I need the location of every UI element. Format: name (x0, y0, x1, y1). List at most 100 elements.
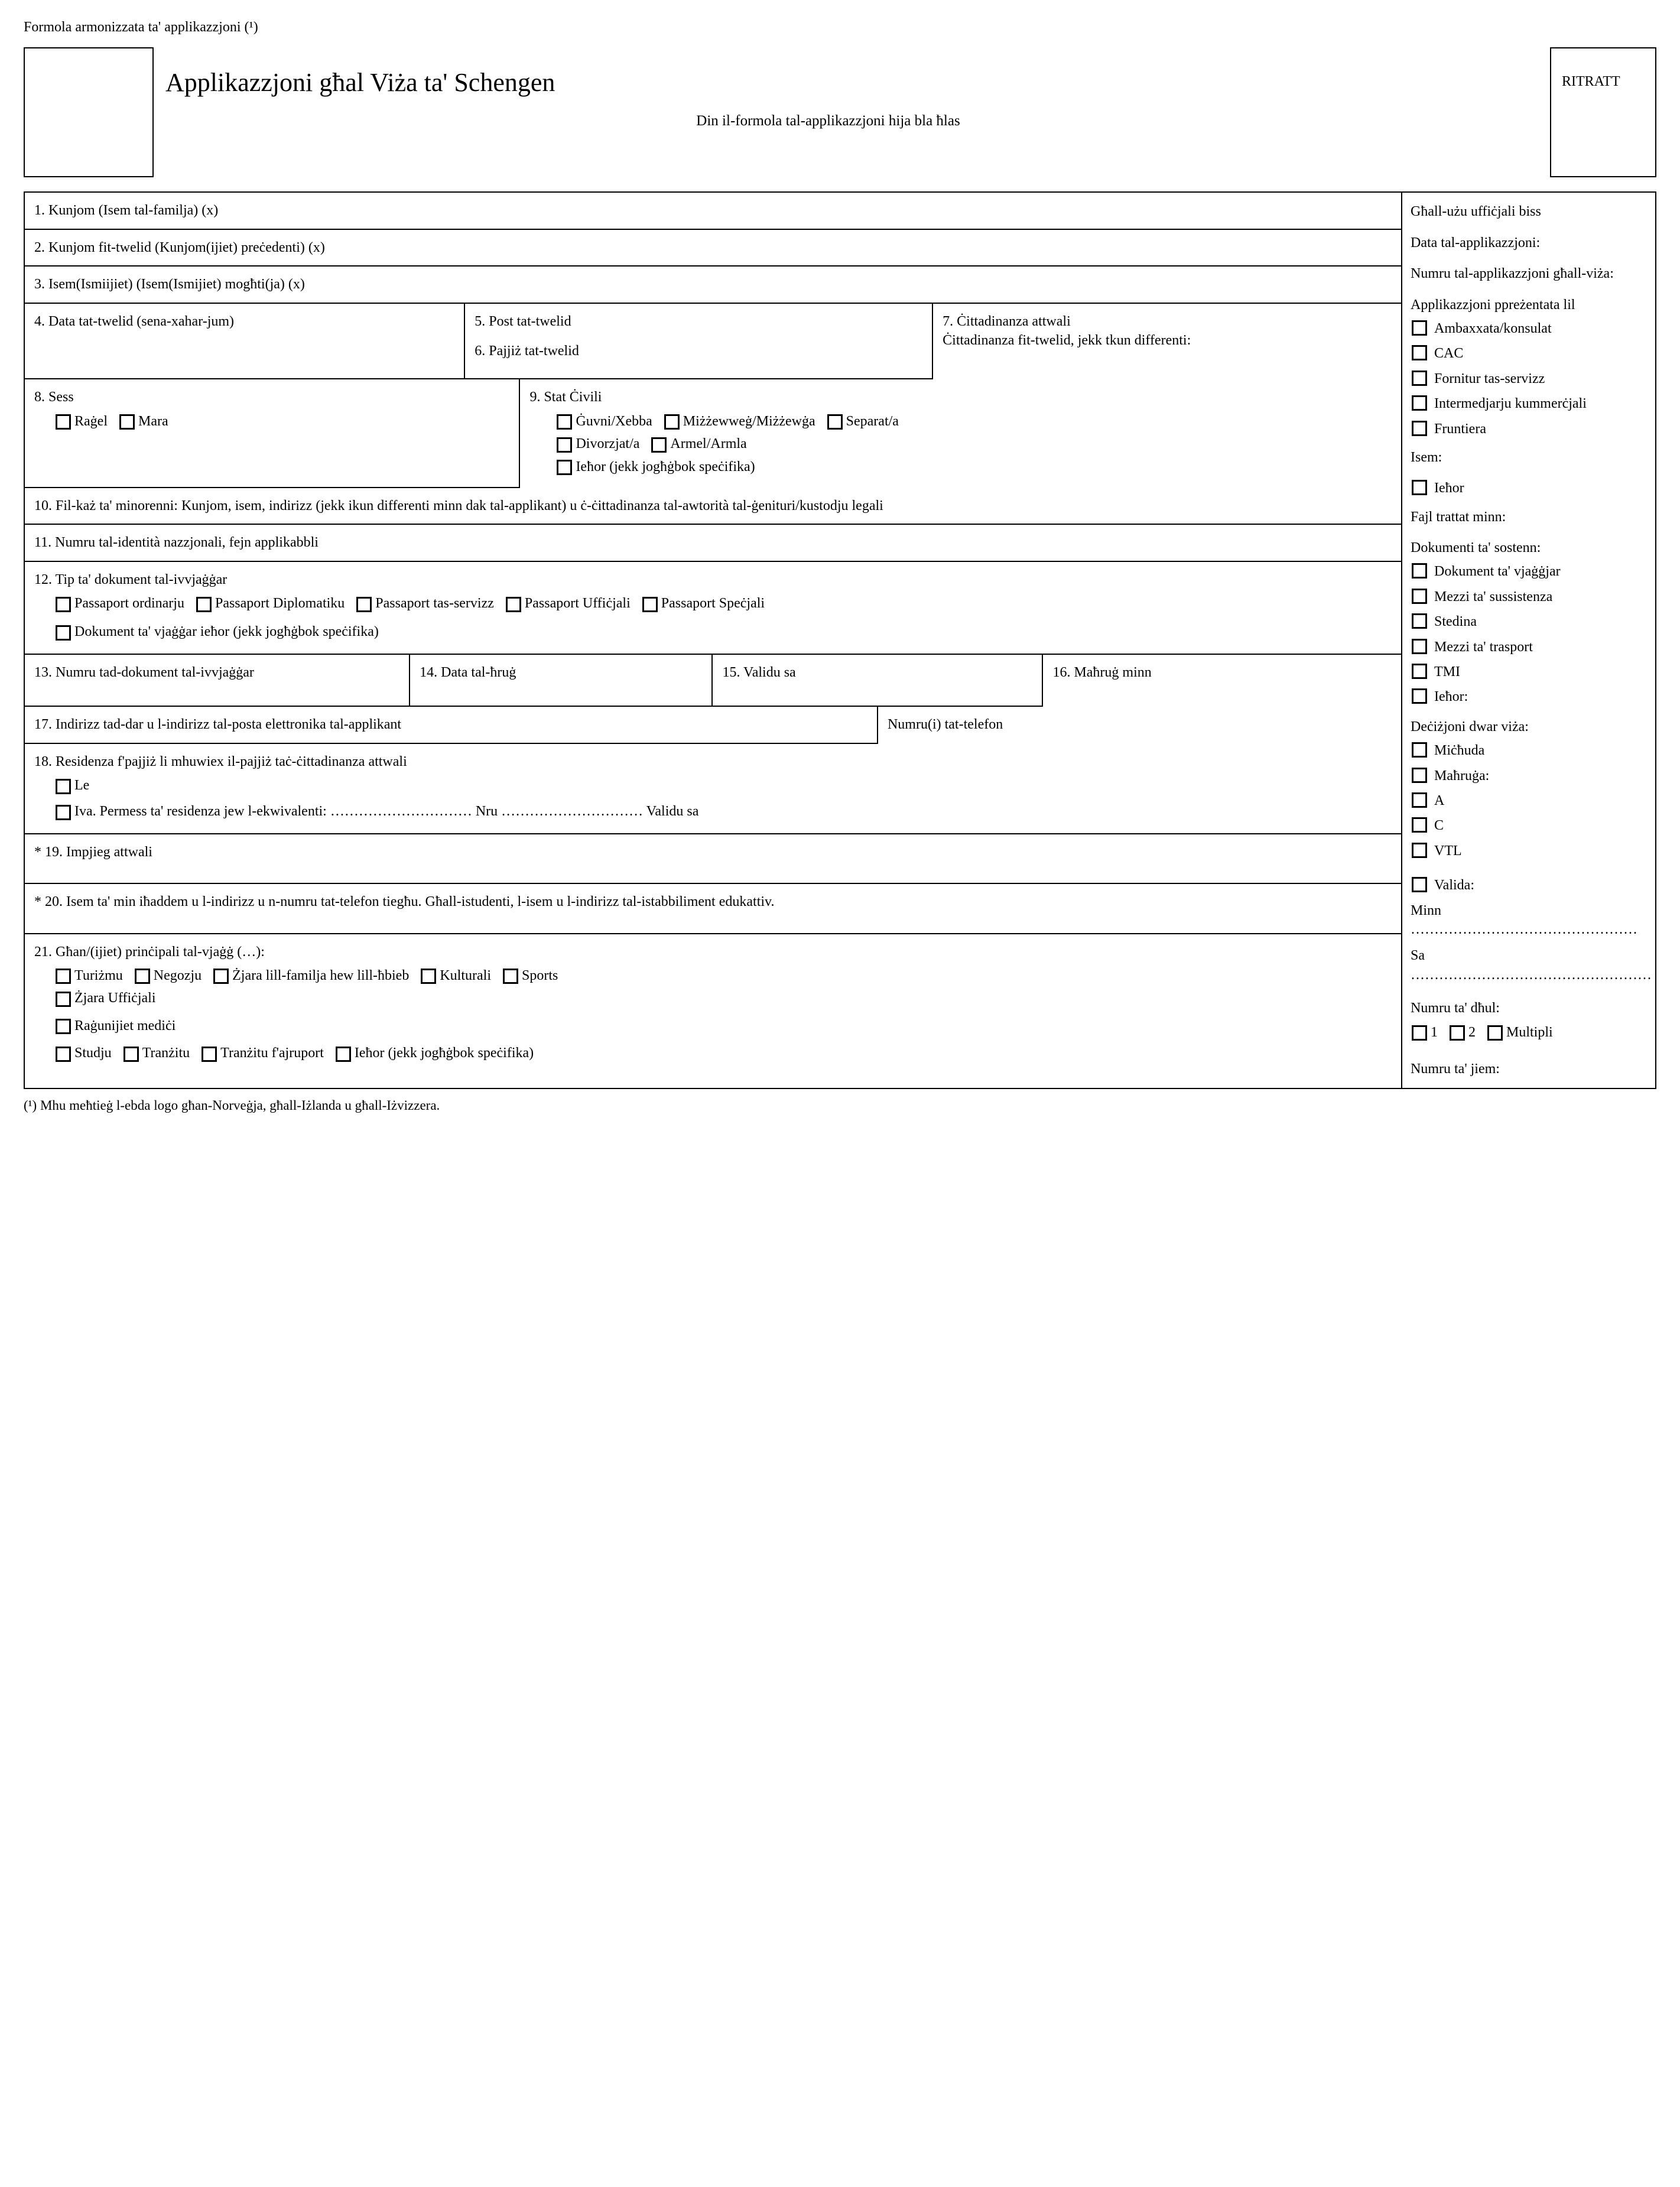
title-block: Applikazzjoni għal Viża ta' Schengen Din… (165, 47, 1538, 131)
purpose-medical[interactable]: Raġunijiet mediċi (54, 1016, 176, 1035)
field-20[interactable]: * 20. Isem ta' min iħaddem u l-indirizz … (25, 884, 1401, 934)
dec-vtl[interactable]: VTL (1411, 841, 1647, 860)
entries-multi[interactable]: Multipli (1486, 1023, 1553, 1042)
field-14[interactable]: 14. Data tal-ħruġ (410, 655, 713, 707)
checkbox-icon (1412, 664, 1427, 679)
field-10[interactable]: 10. Fil-każ ta' minorenni: Kunjom, isem,… (25, 488, 1401, 525)
lodged-embassy[interactable]: Ambaxxata/konsulat (1411, 319, 1647, 338)
field-5-6[interactable]: 5. Post tat-twelid 6. Pajjiż tat-twelid (465, 304, 933, 380)
field-4-label: 4. Data tat-twelid (sena-xahar-jum) (34, 314, 234, 329)
dec-valid[interactable]: Valida: (1411, 876, 1647, 895)
checkbox-icon (827, 414, 843, 430)
purpose-official[interactable]: Żjara Uffiċjali (54, 989, 155, 1008)
residence-no[interactable]: Le (54, 776, 89, 795)
lodged-other[interactable]: Ieħor (1411, 479, 1647, 498)
field-4[interactable]: 4. Data tat-twelid (sena-xahar-jum) (25, 304, 465, 380)
dec-issued[interactable]: Maħruġa: (1411, 766, 1647, 785)
purpose-cultural[interactable]: Kulturali (420, 966, 491, 985)
field-17-phone[interactable]: Numru(i) tat-telefon (878, 707, 1401, 743)
field-17[interactable]: 17. Indirizz tad-dar u l-indirizz tal-po… (25, 707, 878, 743)
valid-until: Sa …………………………………………… (1411, 946, 1647, 984)
sup-tmi[interactable]: TMI (1411, 662, 1647, 681)
field-16-label: 16. Maħruġ minn (1052, 665, 1151, 680)
checkbox-icon (1412, 639, 1427, 654)
checkbox-icon (1412, 817, 1427, 833)
checkbox-icon (56, 805, 71, 820)
civil-widowed[interactable]: Armel/Armla (650, 434, 746, 453)
lodged-border[interactable]: Fruntiera (1411, 420, 1647, 438)
field-16[interactable]: 16. Maħruġ minn (1043, 655, 1401, 707)
field-12: 12. Tip ta' dokument tal-ivvjaġġar Passa… (25, 562, 1401, 655)
decision-label: Deċiżjoni dwar viża: (1411, 717, 1647, 736)
checkbox-icon (196, 597, 212, 612)
dec-refused[interactable]: Miċħuda (1411, 741, 1647, 760)
field-15[interactable]: 15. Validu sa (713, 655, 1043, 707)
doc-service[interactable]: Passaport tas-servizz (355, 594, 494, 613)
civil-divorced[interactable]: Divorzjat/a (555, 434, 639, 453)
valid-from: Minn ………………………………………… (1411, 901, 1647, 940)
checkbox-icon (557, 437, 572, 453)
civil-separated[interactable]: Separat/a (826, 412, 899, 431)
purpose-airport[interactable]: Tranżitu f'ajruport (200, 1044, 324, 1062)
field-9-label: 9. Stat Ċivili (529, 388, 1392, 407)
checkbox-icon (1412, 421, 1427, 436)
civil-other[interactable]: Ieħor (jekk jogħġbok speċifika) (555, 457, 755, 476)
lodged-cac[interactable]: CAC (1411, 344, 1647, 363)
form-body: 1. Kunjom (Isem tal-familja) (x) 2. Kunj… (24, 191, 1656, 1089)
checkbox-icon (506, 597, 521, 612)
doc-other[interactable]: Dokument ta' vjaġġar ieħor (jekk jogħġbo… (54, 622, 379, 641)
entries-1[interactable]: 1 (1411, 1023, 1438, 1042)
checkbox-icon (119, 414, 135, 430)
field-15-label: 15. Validu sa (722, 665, 795, 680)
sup-subsistence[interactable]: Mezzi ta' sussistenza (1411, 587, 1647, 606)
dec-a[interactable]: A (1411, 791, 1647, 810)
civil-single[interactable]: Ġuvni/Xebba (555, 412, 652, 431)
field-1[interactable]: 1. Kunjom (Isem tal-familja) (x) (25, 193, 1401, 229)
sup-other[interactable]: Ieħor: (1411, 687, 1647, 706)
entries-2[interactable]: 2 (1448, 1023, 1476, 1042)
field-21: 21. Għan/(ijiet) prinċipali tal-vjaġġ (…… (25, 934, 1401, 1075)
sex-female[interactable]: Mara (118, 412, 168, 431)
doc-official[interactable]: Passaport Uffiċjali (505, 594, 631, 613)
field-3[interactable]: 3. Isem(Ismiijiet) (Isem(Ismijiet) mogħt… (25, 267, 1401, 303)
lodged-intermediary[interactable]: Intermedjarju kummerċjali (1411, 394, 1647, 413)
purpose-study[interactable]: Studju (54, 1044, 112, 1062)
purpose-tourism[interactable]: Turiżmu (54, 966, 123, 985)
lodged-label: Applikazzjoni ppreżentata lil (1411, 295, 1647, 314)
sup-transport[interactable]: Mezzi ta' trasport (1411, 638, 1647, 657)
checkbox-icon (202, 1047, 217, 1062)
field-2[interactable]: 2. Kunjom fit-twelid (Kunjom(ijiet) preċ… (25, 230, 1401, 267)
checkbox-icon (1412, 320, 1427, 336)
purpose-sports[interactable]: Sports (502, 966, 558, 985)
residence-yes[interactable]: Iva. Permess ta' residenza jew l-ekwival… (54, 802, 698, 821)
field-19-label: * 19. Impjieg attwali (34, 844, 152, 860)
field-7[interactable]: 7. Ċittadinanza attwali Ċittadinanza fit… (933, 304, 1401, 380)
purpose-business[interactable]: Negozju (134, 966, 202, 985)
supporting-label: Dokumenti ta' sostenn: (1411, 538, 1647, 557)
field-8-label: 8. Sess (34, 388, 509, 407)
purpose-transit[interactable]: Tranżitu (122, 1044, 190, 1062)
field-5-label: 5. Post tat-twelid (475, 312, 922, 331)
sup-invitation[interactable]: Stedina (1411, 612, 1647, 631)
doc-ordinary[interactable]: Passaport ordinarju (54, 594, 184, 613)
doc-special[interactable]: Passaport Speċjali (641, 594, 765, 613)
lodged-provider[interactable]: Fornitur tas-servizz (1411, 369, 1647, 388)
days-label: Numru ta' jiem: (1411, 1060, 1647, 1078)
field-13[interactable]: 13. Numru tad-dokument tal-ivvjaġġar (25, 655, 410, 707)
doc-diplomatic[interactable]: Passaport Diplomatiku (195, 594, 345, 613)
field-1-label: 1. Kunjom (Isem tal-familja) (x) (34, 203, 218, 218)
field-19[interactable]: * 19. Impjieg attwali (25, 834, 1401, 884)
field-17-label: 17. Indirizz tad-dar u l-indirizz tal-po… (34, 717, 401, 732)
field-11[interactable]: 11. Numru tal-identità nazzjonali, fejn … (25, 525, 1401, 561)
purpose-other[interactable]: Ieħor (jekk jogħġbok speċifika) (334, 1044, 534, 1062)
civil-married[interactable]: Miżżewweġ/Miżżewġa (663, 412, 815, 431)
dec-c[interactable]: C (1411, 816, 1647, 835)
sup-travel-doc[interactable]: Dokument ta' vjaġġjar (1411, 562, 1647, 581)
sex-male[interactable]: Raġel (54, 412, 108, 431)
checkbox-icon (1487, 1025, 1503, 1041)
purpose-family[interactable]: Żjara lill-familja hew lill-ħbieb (212, 966, 409, 985)
checkbox-icon (56, 625, 71, 641)
title-row: Applikazzjoni għal Viża ta' Schengen Din… (24, 47, 1656, 177)
field-3-label: 3. Isem(Ismiijiet) (Isem(Ismijiet) mogħt… (34, 277, 305, 292)
checkbox-icon (1412, 480, 1427, 495)
